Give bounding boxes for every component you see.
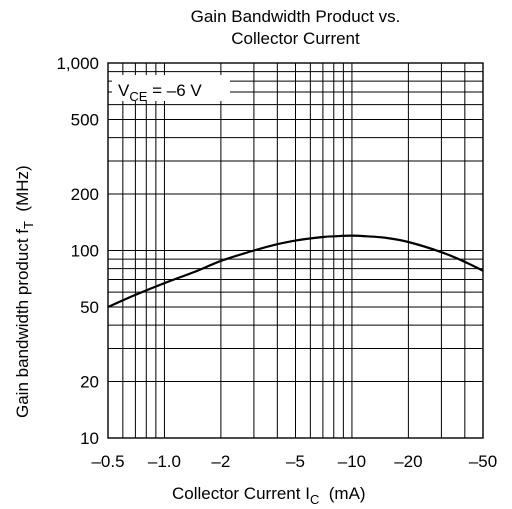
y-tick-labels: 10 20 50 100 200 500 1,000 bbox=[56, 54, 99, 448]
y-tick-label: 200 bbox=[71, 185, 99, 204]
chart-title-line-1: Gain Bandwidth Product vs. bbox=[190, 7, 401, 26]
y-tick-label: 100 bbox=[71, 242, 99, 261]
y-tick-label: 500 bbox=[71, 110, 99, 129]
y-tick-label: 50 bbox=[80, 298, 99, 317]
vce-annotation: VCE = –6 V bbox=[118, 81, 202, 104]
y-tick-label: 20 bbox=[80, 373, 99, 392]
y-tick-label: 1,000 bbox=[56, 54, 99, 73]
grid bbox=[108, 63, 483, 438]
x-axis-label-unit: (mA) bbox=[319, 484, 365, 503]
y-axis-label: Gain bandwidth product fT (MHz) bbox=[13, 165, 36, 418]
y-axis-label-unit: (MHz) bbox=[13, 165, 32, 221]
x-tick-label: –0.5 bbox=[91, 452, 124, 471]
x-tick-labels: –0.5 –1.0 –2 –5 –10 –20 –50 bbox=[91, 452, 497, 471]
x-axis-label-subscript: C bbox=[310, 492, 319, 507]
y-axis-label-subscript: T bbox=[21, 221, 36, 229]
plot-frame bbox=[107, 62, 484, 439]
x-tick-label: –50 bbox=[469, 452, 497, 471]
series-curves bbox=[107, 234, 484, 308]
annotation-background bbox=[112, 75, 230, 101]
x-axis-label-main: Collector Current I bbox=[172, 484, 310, 503]
y-tick-label: 10 bbox=[80, 429, 99, 448]
chart-title-line-2: Collector Current bbox=[231, 29, 360, 48]
y-axis-label-main: Gain bandwidth product f bbox=[13, 229, 32, 418]
annotation-subscript: CE bbox=[129, 89, 147, 104]
x-tick-label: –2 bbox=[211, 452, 230, 471]
gain-bandwidth-curve bbox=[107, 234, 484, 308]
x-tick-label: –20 bbox=[394, 452, 422, 471]
annotation-main: V bbox=[118, 81, 130, 100]
annotation-value: = –6 V bbox=[147, 81, 202, 100]
x-tick-label: –10 bbox=[338, 452, 366, 471]
x-axis-label: Collector Current IC (mA) bbox=[172, 484, 366, 507]
x-tick-label: –5 bbox=[286, 452, 305, 471]
x-tick-label: –1.0 bbox=[148, 452, 181, 471]
